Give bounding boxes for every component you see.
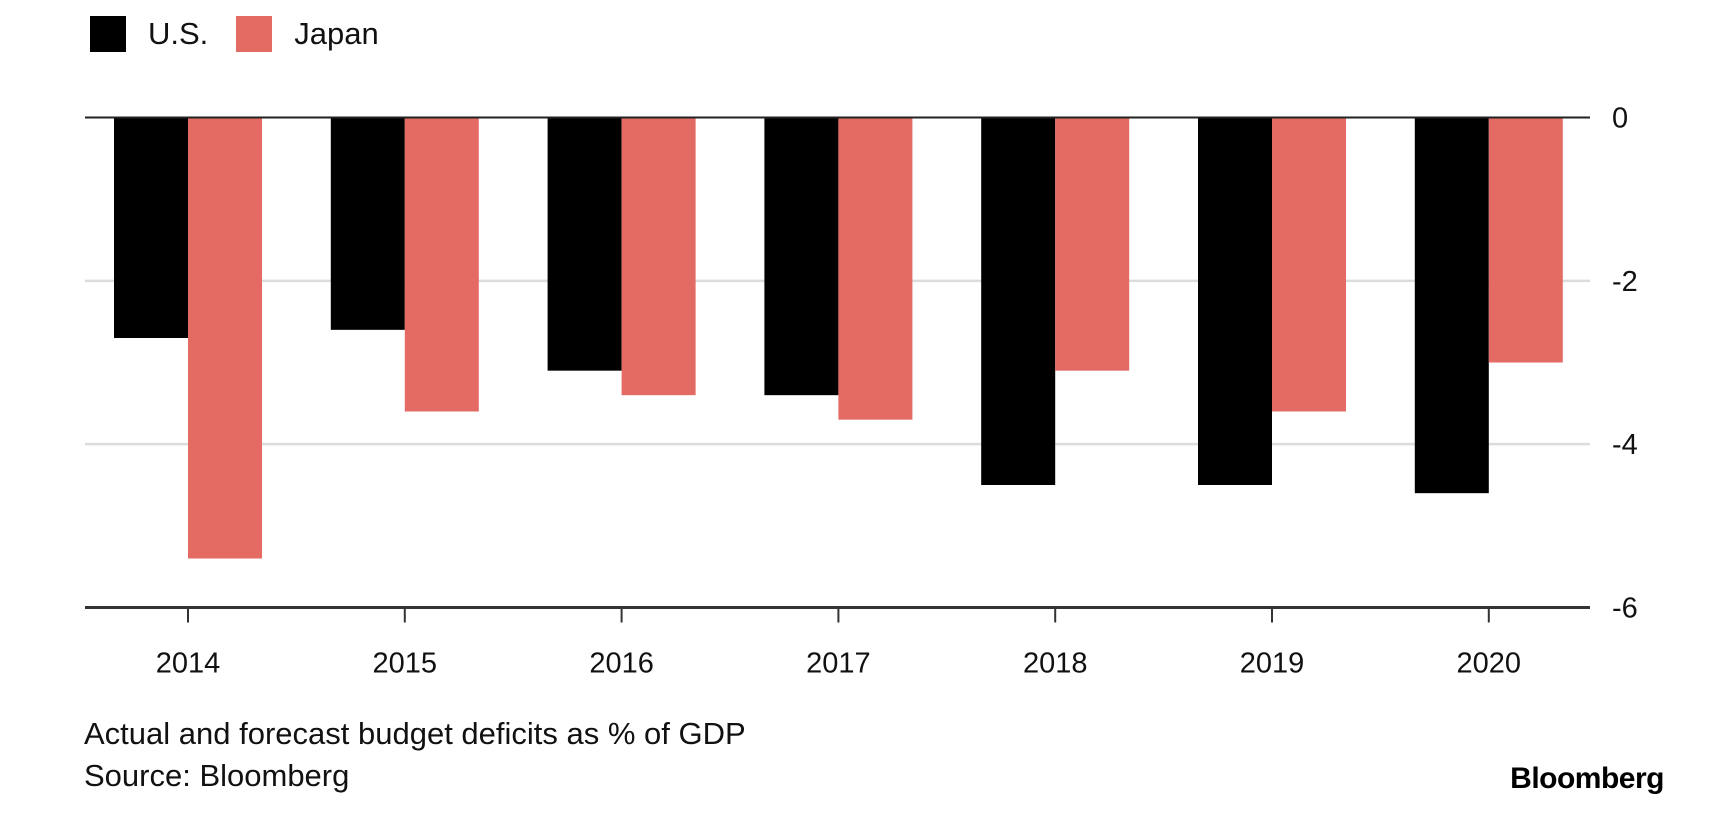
bar-us-2014	[114, 117, 188, 338]
bar-chart: 0 -2 -4 -6 2014 2015 2016 2017 2018 2019 2020	[85, 103, 1638, 680]
bloomberg-logo: Bloomberg	[1510, 762, 1664, 795]
bar-japan-2017	[838, 117, 913, 420]
y-tick-label: -2	[1612, 266, 1638, 298]
bar-japan-2016	[621, 117, 696, 396]
x-tick-label: 2016	[589, 648, 654, 680]
chart-description: Actual and forecast budget deficits as %…	[84, 716, 746, 751]
bar-us-2015	[330, 117, 405, 330]
x-tick-label: 2015	[373, 648, 438, 680]
bar-japan-2014	[188, 117, 262, 559]
legend-label-japan: Japan	[294, 16, 379, 51]
x-tick-label: 2019	[1240, 648, 1305, 680]
bar-japan-2020	[1488, 117, 1563, 363]
legend-item-us: U.S.	[90, 16, 208, 52]
y-tick-label: 0	[1612, 103, 1628, 135]
bar-us-2017	[764, 117, 839, 396]
bar-us-2018	[981, 117, 1056, 485]
x-tick-label: 2017	[806, 648, 871, 680]
chart-legend: U.S. Japan	[90, 16, 407, 52]
legend-swatch-japan	[236, 16, 273, 52]
legend-item-japan: Japan	[236, 16, 379, 52]
y-tick-label: -6	[1612, 593, 1638, 625]
bar-us-2019	[1198, 117, 1272, 485]
y-tick-label: -4	[1612, 429, 1638, 461]
legend-swatch-us	[90, 16, 126, 52]
axes	[85, 116, 1590, 623]
chart-source: Source: Bloomberg	[84, 758, 350, 793]
bars	[114, 117, 1563, 559]
bar-us-2020	[1414, 117, 1489, 494]
x-tick-label: 2014	[156, 648, 221, 680]
x-tick-label: 2018	[1023, 648, 1088, 680]
bar-japan-2015	[404, 117, 479, 412]
tick-labels: 0 -2 -4 -6 2014 2015 2016 2017 2018 2019 2020	[156, 103, 1638, 680]
x-tick-label: 2020	[1457, 648, 1522, 680]
bar-japan-2018	[1055, 117, 1130, 371]
bar-japan-2019	[1272, 117, 1346, 412]
legend-label-us: U.S.	[148, 16, 209, 51]
bar-us-2016	[547, 117, 622, 371]
